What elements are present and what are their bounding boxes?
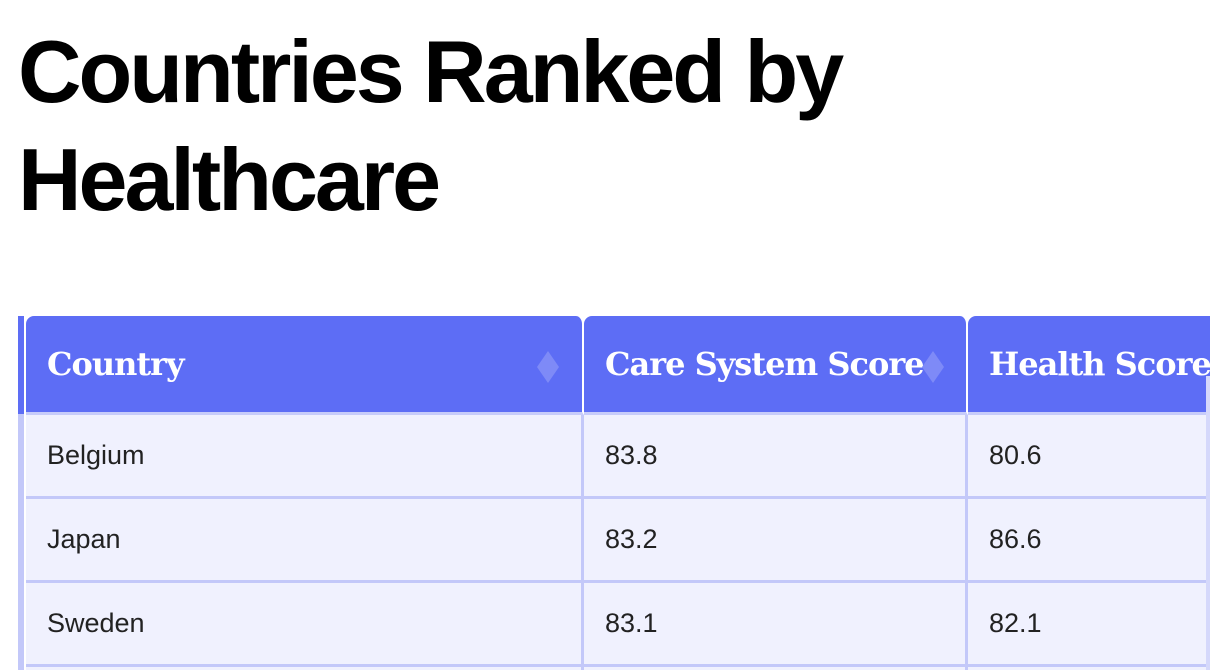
cell-country (26, 667, 584, 670)
table-row: Belgium 83.8 80.6 (26, 415, 1210, 499)
cell-country: Sweden (26, 583, 584, 667)
cell-care-system-score: 83.1 (584, 583, 968, 667)
column-header-label: Country (47, 345, 185, 383)
cell-health-score: 86.6 (968, 499, 1210, 583)
rankings-table-container[interactable]: Country Care System Score Health Score (18, 316, 1210, 670)
table-row: Sweden 83.1 82.1 (26, 583, 1210, 667)
cell-health-score: 80.6 (968, 415, 1210, 499)
rankings-table: Country Care System Score Health Score (26, 316, 1210, 670)
cell-care-system-score: 83.8 (584, 415, 968, 499)
sort-arrows-icon[interactable] (921, 350, 945, 384)
page-title: Countries Ranked by Healthcare (18, 22, 844, 229)
column-header-label: Care System Score (605, 345, 925, 383)
sort-arrows-icon[interactable] (536, 350, 560, 384)
cell-health-score (968, 667, 1210, 670)
cell-country: Japan (26, 499, 584, 583)
column-header-health-score[interactable]: Health Score (968, 316, 1210, 415)
column-header-care-system-score[interactable]: Care System Score (584, 316, 968, 415)
cell-country: Belgium (26, 415, 584, 499)
cell-care-system-score: 83.2 (584, 499, 968, 583)
column-header-country[interactable]: Country (26, 316, 584, 415)
table-left-edge-lower (18, 414, 24, 670)
table-scroll-edge (1206, 376, 1210, 670)
cell-health-score: 82.1 (968, 583, 1210, 667)
table-row-partial (26, 667, 1210, 670)
table-header-row: Country Care System Score Health Score (26, 316, 1210, 415)
table-row: Japan 83.2 86.6 (26, 499, 1210, 583)
column-header-label: Health Score (989, 345, 1210, 383)
cell-care-system-score (584, 667, 968, 670)
